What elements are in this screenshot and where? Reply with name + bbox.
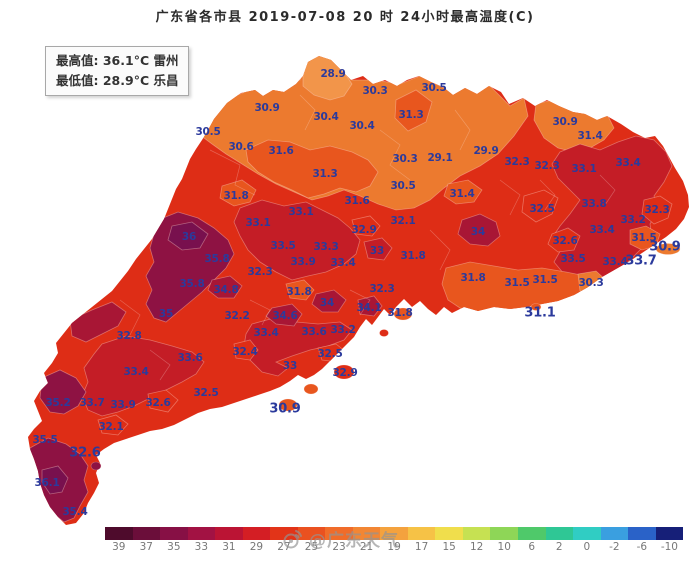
- colorbar: 39 37 35 33 31 29 27 25 23 21 19 17 15 12 10 6 2 0 -2 -6 -10: [105, 527, 684, 553]
- colorbar-tick: 19: [387, 541, 401, 553]
- colorbar-segment: [105, 527, 133, 540]
- colorbar-segments: [105, 527, 684, 540]
- colorbar-tick: 35: [167, 541, 181, 553]
- colorbar-segment: [517, 527, 546, 540]
- colorbar-segment: [242, 527, 271, 540]
- colorbar-tick: 37: [139, 541, 153, 553]
- colorbar-segment: [270, 527, 298, 540]
- colorbar-tick: -6: [636, 541, 648, 553]
- islands: [90, 243, 681, 471]
- temperature-regions: [29, 56, 673, 523]
- colorbar-segment: [352, 527, 381, 540]
- colorbar-segment: [187, 527, 216, 540]
- colorbar-segment: [380, 527, 408, 540]
- colorbar-segment: [215, 527, 243, 540]
- min-value-line: 最低值: 28.9°C 乐昌: [56, 73, 179, 88]
- colorbar-tick: 31: [222, 541, 236, 553]
- extremes-info-box: 最高值: 36.1°C 雷州 最低值: 28.9°C 乐昌: [45, 46, 190, 96]
- colorbar-segment: [297, 527, 326, 540]
- colorbar-segment: [407, 527, 436, 540]
- province-silhouette: [28, 56, 689, 525]
- page-title: 广东省各市县 2019-07-08 20 时 24小时最高温度(C): [155, 10, 535, 25]
- max-value-line: 最高值: 36.1°C 雷州: [56, 53, 179, 68]
- colorbar-segment: [462, 527, 491, 540]
- colorbar-tick: 23: [332, 541, 346, 553]
- colorbar-tick: 12: [469, 541, 484, 553]
- colorbar-segment: [325, 527, 353, 540]
- colorbar-segment: [573, 527, 601, 540]
- colorbar-tick: 25: [304, 541, 319, 553]
- colorbar-tick: 10: [497, 541, 511, 553]
- colorbar-segment: [160, 527, 188, 540]
- colorbar-tick: 29: [249, 541, 264, 553]
- colorbar-segment: [600, 527, 629, 540]
- colorbar-segment: [132, 527, 161, 540]
- colorbar-tick: 15: [442, 541, 456, 553]
- colorbar-segment: [435, 527, 463, 540]
- colorbar-tick: 21: [359, 541, 374, 553]
- colorbar-segment: [655, 527, 684, 540]
- colorbar-tick: 17: [414, 541, 429, 553]
- weibo-icon: [283, 529, 302, 548]
- colorbar-segment: [628, 527, 656, 540]
- colorbar-tick: 33: [194, 541, 209, 553]
- watermark-text: @广东天气: [309, 531, 399, 551]
- colorbar-tick: 39: [112, 541, 126, 553]
- colorbar-segment: [490, 527, 518, 540]
- colorbar-tick: 2: [555, 541, 563, 553]
- colorbar-ticks: 39 37 35 33 31 29 27 25 23 21 19 17 15 12 10 6 2 0 -2 -6 -10: [105, 541, 683, 553]
- colorbar-tick: -10: [660, 541, 678, 553]
- county-borders: [119, 94, 616, 381]
- colorbar-tick: 6: [528, 541, 536, 553]
- colorbar-segment: [545, 527, 574, 540]
- colorbar-tick: -2: [609, 541, 620, 553]
- colorbar-tick: 27: [277, 541, 291, 553]
- colorbar-tick: 0: [583, 541, 591, 553]
- watermark: @广东天气: [282, 526, 399, 551]
